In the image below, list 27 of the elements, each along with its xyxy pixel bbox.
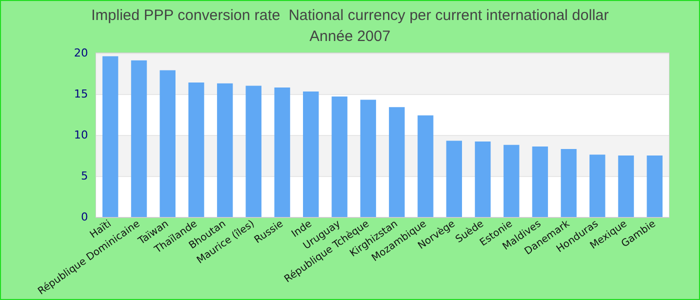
- bar: [102, 56, 118, 217]
- bar: [160, 70, 176, 217]
- bar: [474, 142, 491, 217]
- bar: [188, 82, 204, 217]
- bar: [131, 60, 147, 217]
- bar: [446, 140, 462, 217]
- chart-title: Implied PPP conversion rate National currency per current international dollar: [91, 7, 609, 24]
- bar: [618, 156, 634, 217]
- bar: [274, 87, 290, 217]
- bar: [504, 144, 520, 217]
- bar: [589, 154, 606, 217]
- bar: [388, 107, 405, 217]
- bar: [360, 100, 376, 217]
- y-tick-label: 0: [81, 210, 88, 224]
- bar: [646, 156, 663, 217]
- y-tick-label: 5: [81, 170, 88, 182]
- bar: [332, 96, 348, 217]
- y-tick-label: 10: [74, 128, 88, 142]
- bar: [418, 115, 434, 217]
- bar: [532, 146, 548, 217]
- y-tick-label: 20: [74, 46, 88, 60]
- bar: [246, 86, 262, 217]
- bar: [560, 148, 577, 217]
- y-tick-label: 15: [74, 88, 88, 100]
- bar: [302, 92, 319, 217]
- chart-subtitle: Année 2007: [310, 28, 390, 45]
- bar: [217, 83, 233, 217]
